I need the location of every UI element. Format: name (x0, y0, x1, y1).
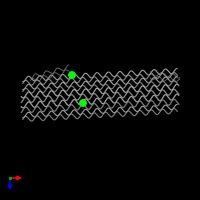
Circle shape (69, 72, 75, 78)
Circle shape (80, 100, 86, 106)
